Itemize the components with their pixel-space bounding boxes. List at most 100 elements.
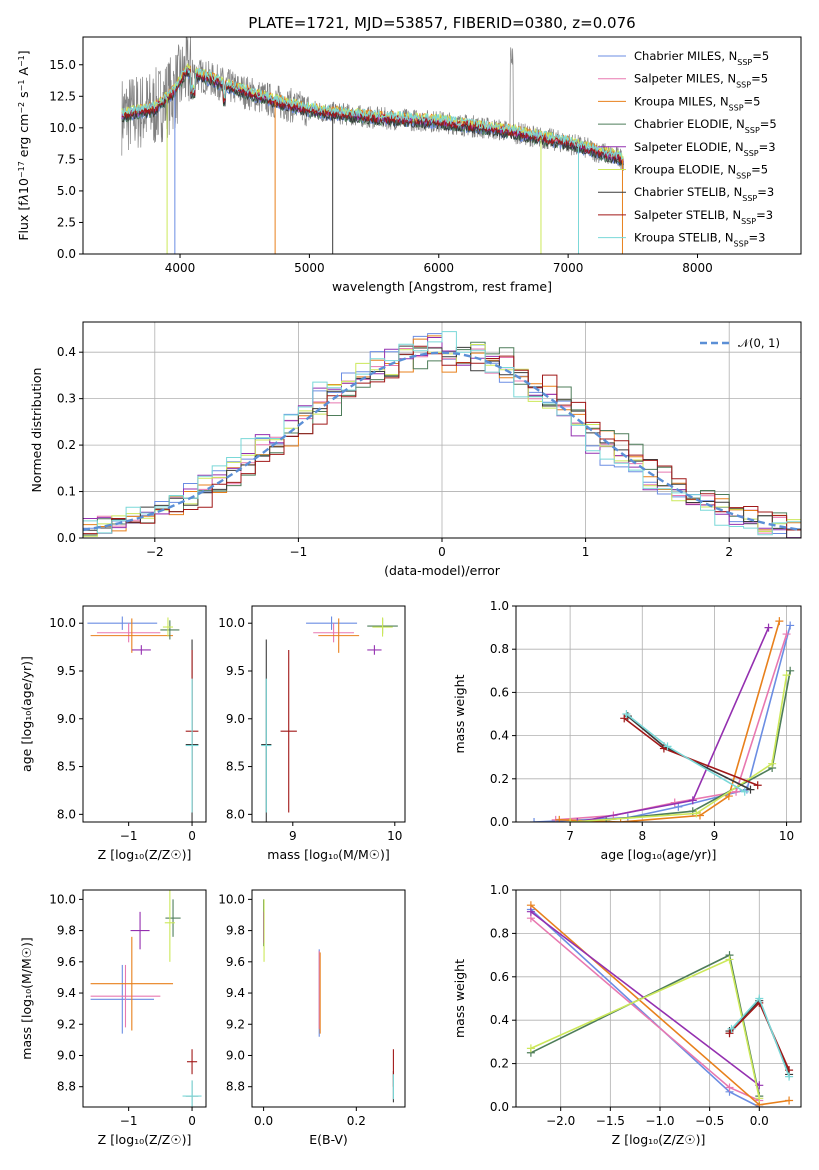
y-tick-label: 8.8	[226, 1080, 245, 1094]
weight-point-marker	[755, 1094, 764, 1103]
y-axis-label: mass weight	[452, 674, 467, 753]
mass-vs-EBV-frame	[251, 889, 406, 1108]
weight-vs-Z-axes: −2.0 −1.5 −1.0 −0.5 0.0 0.0 0.2 0.4 0.6 0.8 1.0 Z […	[452, 883, 802, 1147]
x-tick-label: −1	[120, 829, 138, 843]
x-tick-label: −2	[146, 545, 164, 559]
x-tick-label: −1	[290, 545, 308, 559]
weight-point-marker	[724, 792, 733, 801]
y-tick-label: 10.0	[49, 616, 76, 630]
x-tick-label: 1	[582, 545, 590, 559]
y-tick-label: 9.0	[57, 1048, 76, 1062]
x-axis-label: E(B-V)	[309, 1132, 348, 1147]
y-tick-label: 0.0	[57, 247, 76, 261]
weight-vs-age-frame	[515, 605, 802, 823]
x-tick-label: 5000	[294, 261, 325, 275]
spectrum-frame	[82, 36, 802, 255]
x-tick-label: −2.0	[546, 1114, 575, 1128]
x-axis-label: age [log₁₀(age/yr)]	[601, 847, 717, 862]
spectrum-axes: 4000 5000 6000 7000 8000 0.0 2.5 5.0 7.5 10.0 12.5…	[16, 36, 802, 294]
weight-point-marker	[725, 1083, 734, 1092]
legend-label: Kroupa STELIB, NSSP=3	[634, 231, 765, 249]
x-tick-label: 0	[438, 545, 446, 559]
legend-label: Salpeter STELIB, NSSP=3	[634, 208, 773, 226]
y-tick-label: 9.0	[226, 712, 245, 726]
mass-vs-Z-plot-area	[90, 890, 202, 1107]
weight-point-marker	[785, 1096, 794, 1105]
y-tick-label: 9.5	[57, 664, 76, 678]
weight-vs-Z-frame	[515, 889, 802, 1108]
y-tick-label: 9.8	[57, 924, 76, 938]
y-tick-label: 9.4	[57, 986, 76, 1000]
weight-point-marker	[775, 617, 784, 626]
mass-vs-EBV-plot-area	[263, 899, 394, 1103]
weight-point-marker	[732, 787, 741, 796]
residuals-axes: −2 −1 0 1 2 0.0 0.1 0.2 0.3 0.4 (data-model)/error…	[29, 321, 802, 578]
y-tick-label: 0.2	[57, 438, 76, 452]
y-tick-label: 0.4	[57, 345, 76, 359]
y-tick-label: 1.0	[490, 599, 509, 613]
y-tick-label: 10.0	[218, 892, 245, 906]
legend-label: 𝒩(0, 1)	[738, 336, 780, 350]
x-tick-label: 9	[289, 829, 297, 843]
y-tick-label: 5.0	[57, 184, 76, 198]
residual-histogram-step	[83, 331, 801, 536]
weight-point-marker	[526, 907, 535, 916]
y-tick-label: 9.6	[57, 955, 76, 969]
y-tick-label: 12.5	[49, 89, 76, 103]
y-tick-label: 9.4	[226, 986, 245, 1000]
x-tick-label: 6000	[423, 261, 454, 275]
y-axis-label: Normed distribution	[29, 368, 44, 493]
y-axis-label: mass [log₁₀(M/M☉)]	[19, 937, 34, 1059]
x-tick-label: 7	[566, 829, 574, 843]
x-tick-label: 0.2	[347, 1114, 366, 1128]
x-tick-label: 0.0	[750, 1114, 769, 1128]
weight-point-marker	[768, 759, 777, 768]
normal-distribution-curve	[83, 351, 801, 532]
y-tick-label: 9.5	[226, 664, 245, 678]
weight-point-marker	[786, 666, 795, 675]
weight-vs-age-axes: 7 8 9 10 0.0 0.2 0.4 0.6 0.8 1.0 age [log₁₀(age/yr…	[452, 599, 802, 862]
y-tick-label: 0.1	[57, 485, 76, 499]
y-axis-label: age [log₁₀(age/yr)]	[19, 656, 34, 772]
weight-point-marker	[782, 671, 791, 680]
age-vs-mass-frame	[251, 605, 406, 823]
y-tick-label: 7.5	[57, 152, 76, 166]
legend-label: Kroupa MILES, NSSP=5	[634, 94, 760, 112]
x-tick-label: 0	[188, 829, 196, 843]
weight-vs-Z-plot-area	[516, 890, 801, 1107]
y-axis-label: Flux [fλ10−17 erg cm−2 s−1 A−1]	[16, 50, 31, 240]
mass-vs-Z-axes: −1 0 8.8 9.0 9.2 9.4 9.6 9.8 10.0 Z [log₁₀(Z/Z☉)]…	[19, 889, 207, 1147]
weight-point-marker	[746, 785, 755, 794]
x-axis-label: Z [log₁₀(Z/Z☉)]	[98, 1132, 192, 1147]
weight-point-marker	[725, 955, 734, 964]
y-tick-label: 10.0	[218, 616, 245, 630]
y-tick-label: 9.6	[226, 955, 245, 969]
y-tick-label: 8.0	[57, 807, 76, 821]
y-tick-label: 8.5	[57, 760, 76, 774]
legend-label: Chabrier ELODIE, NSSP=5	[634, 117, 777, 135]
panels: 4000 5000 6000 7000 80000.02.55.07.510.012.5…	[16, 36, 802, 1147]
weight-point-marker	[620, 714, 629, 723]
mass-vs-Z-frame	[82, 889, 207, 1108]
x-tick-label: 10	[779, 829, 794, 843]
weight-point-marker	[753, 781, 762, 790]
y-tick-label: 0.6	[490, 685, 509, 699]
x-axis-label: mass [log₁₀(M/M☉)]	[267, 847, 389, 862]
x-axis-label: wavelength [Angstrom, rest frame]	[332, 279, 552, 294]
x-tick-label: 4000	[165, 261, 196, 275]
spectrum-legend: Chabrier MILES, NSSP=5 Salpeter MILES, NS…	[598, 49, 777, 248]
age-vs-mass-axes: 9 10 8.0 8.5 9.0 9.5 10.0 mass [log₁₀(M/M☉)]	[218, 605, 406, 862]
mass-vs-EBV-axes: 0.0 0.2 8.8 9.0 9.2 9.4 9.6 9.8 10.0 E(B-V)	[218, 889, 406, 1147]
x-tick-label: 7000	[553, 261, 584, 275]
age-vs-Z-frame	[82, 605, 207, 823]
x-tick-label: −1.0	[645, 1114, 674, 1128]
y-tick-label: 1.0	[490, 883, 509, 897]
y-tick-label: 9.0	[226, 1048, 245, 1062]
y-tick-label: 0.0	[490, 1100, 509, 1114]
weight-point-marker	[785, 1072, 794, 1081]
residual-histogram-step	[83, 345, 801, 535]
weight-point-marker	[573, 818, 582, 822]
y-tick-label: 9.8	[226, 924, 245, 938]
